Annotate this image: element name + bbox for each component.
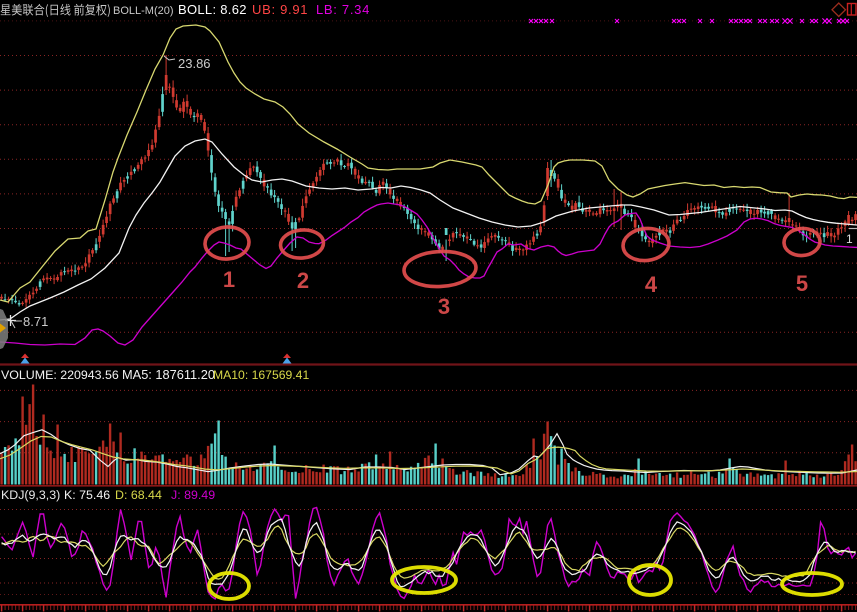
svg-text:MA10: 167569.41: MA10: 167569.41 xyxy=(213,368,309,382)
svg-text:MA5: 187611.20: MA5: 187611.20 xyxy=(122,367,215,382)
svg-text:D: 68.44: D: 68.44 xyxy=(115,488,162,502)
svg-text:BOLL: 8.62: BOLL: 8.62 xyxy=(178,2,247,17)
svg-text:VOLUME: 220943.56: VOLUME: 220943.56 xyxy=(1,368,119,382)
svg-text:8.71: 8.71 xyxy=(23,314,48,329)
svg-text:1: 1 xyxy=(223,267,235,292)
svg-text:3: 3 xyxy=(438,294,450,319)
svg-text:UB: 9.91: UB: 9.91 xyxy=(252,2,308,17)
svg-text:KDJ(9,3,3): KDJ(9,3,3) xyxy=(1,488,60,502)
svg-text:LB: 7.34: LB: 7.34 xyxy=(316,2,370,17)
svg-text:23.86: 23.86 xyxy=(178,56,211,71)
svg-text:2: 2 xyxy=(297,268,309,293)
svg-text:1: 1 xyxy=(846,232,853,246)
svg-text:K: 75.46: K: 75.46 xyxy=(64,488,110,502)
svg-text:5: 5 xyxy=(796,271,808,296)
svg-text:J: 89.49: J: 89.49 xyxy=(171,488,215,502)
svg-text:BOLL-M(20): BOLL-M(20) xyxy=(113,5,174,17)
svg-text:4: 4 xyxy=(645,272,658,297)
